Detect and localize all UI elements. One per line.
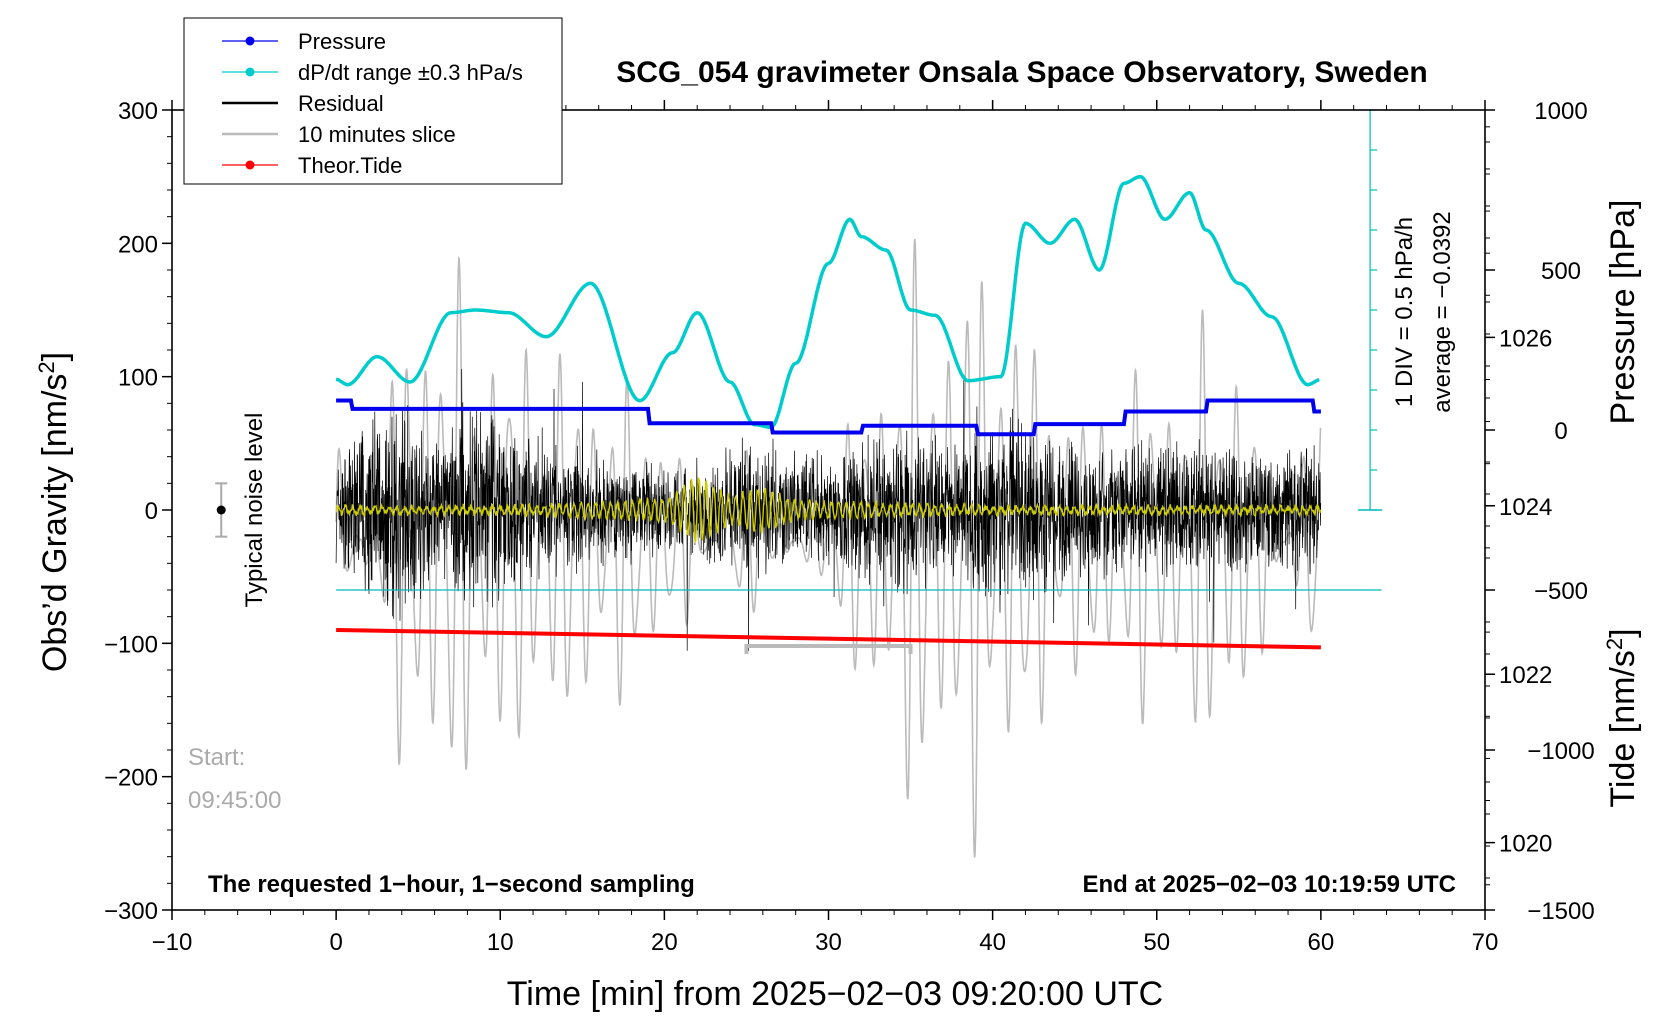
y-axis-title-tide: Tide [nm/s2] — [1602, 628, 1643, 807]
start-time: 09:45:00 — [188, 787, 281, 814]
tide-tick-label: −1500 — [1527, 898, 1594, 925]
dpdt-line — [335, 174, 1320, 430]
legend-marker — [245, 67, 255, 77]
y-axis-title-tide-sup: 2 — [1602, 638, 1627, 650]
tide-tick-label: 500 — [1541, 258, 1581, 285]
y-tick-label: 200 — [118, 231, 158, 258]
pressure-tick-label: 1022 — [1499, 662, 1552, 689]
x-tick-label: 40 — [979, 929, 1006, 956]
start-label: Start: — [188, 744, 245, 771]
x-tick-label: −10 — [152, 929, 193, 956]
bottom-right-note: End at 2025−02−03 10:19:59 UTC — [1082, 871, 1456, 898]
noise-level-label: Typical noise level — [241, 413, 268, 608]
y-axis-title-left-end: ] — [36, 352, 74, 361]
y-axis-title-left: Obs’d Gravity [nm/s2] — [34, 352, 75, 672]
legend-box — [183, 17, 563, 185]
tide-tick-label: 0 — [1554, 418, 1567, 445]
noise-bar-dot — [216, 505, 226, 515]
legend-items: Pressure dP/dt range ±0.3 hPa/s Residual 10… — [222, 29, 523, 178]
legend-label: 10 minutes slice — [298, 122, 456, 147]
x-tick-label: 60 — [1308, 929, 1335, 956]
legend: Pressure dP/dt range ±0.3 hPa/s Residual 10… — [183, 17, 563, 185]
filtered-residual-line — [335, 477, 1322, 544]
pressure-line — [336, 398, 1321, 437]
pressure-scale-text-1: 1 DIV = 0.5 hPa/h — [1391, 217, 1418, 407]
y-tick-label: 100 — [118, 365, 158, 392]
pressure-scale-text-2: average = −0.0392 — [1429, 211, 1456, 413]
y-axis-title-tide-main: Tide [nm/s — [1604, 650, 1642, 807]
y-tick-label: 0 — [145, 498, 158, 525]
x-tick-label: 50 — [1143, 929, 1170, 956]
x-axis-title: Time [min] from 2025−02−03 09:20:00 UTC — [507, 975, 1163, 1013]
y-tick-label: 300 — [118, 98, 158, 125]
x-tick-label: 70 — [1472, 929, 1499, 956]
x-tick-label: 0 — [329, 929, 342, 956]
tide-tick-label: 1000 — [1534, 98, 1587, 125]
pressure-tick-label: 1024 — [1499, 494, 1552, 521]
tide-tick-label: −1000 — [1527, 738, 1594, 765]
tide-tick-label: −500 — [1534, 578, 1588, 605]
legend-marker — [245, 160, 255, 170]
y-tick-label: −300 — [104, 898, 158, 925]
legend-label: dP/dt range ±0.3 hPa/s — [298, 60, 523, 85]
x-tick-label: 10 — [487, 929, 514, 956]
residual-line — [335, 369, 1322, 652]
y-axis-title-tide-end: ] — [1604, 628, 1642, 637]
traces-layer — [215, 109, 1383, 858]
legend-label: Pressure — [298, 29, 386, 54]
y-axis-title-left-main: Obs’d Gravity [nm/s — [36, 374, 74, 673]
x-tick-label: 20 — [651, 929, 678, 956]
y-axis-title-left-sup: 2 — [34, 361, 59, 373]
y-axis-title-pressure: Pressure [hPa] — [1604, 200, 1642, 425]
pressure-tick-label: 1026 — [1499, 325, 1552, 352]
bottom-left-note: The requested 1−hour, 1−second sampling — [208, 871, 695, 898]
pressure-tick-label: 1020 — [1499, 831, 1552, 858]
legend-marker — [245, 36, 255, 46]
theor-tide-line — [336, 628, 1321, 650]
legend-label: Theor.Tide — [298, 153, 402, 178]
legend-label: Residual — [298, 91, 384, 116]
y-tick-label: −200 — [104, 765, 158, 792]
ticks-layer: −10 0 10 20 30 40 50 60 70−300−200−1000100200300… — [104, 98, 1595, 956]
chart-title: SCG_054 gravimeter Onsala Space Observat… — [616, 56, 1428, 89]
slice-indicator — [744, 644, 913, 654]
y-tick-label: −100 — [104, 631, 158, 658]
x-tick-label: 30 — [815, 929, 842, 956]
